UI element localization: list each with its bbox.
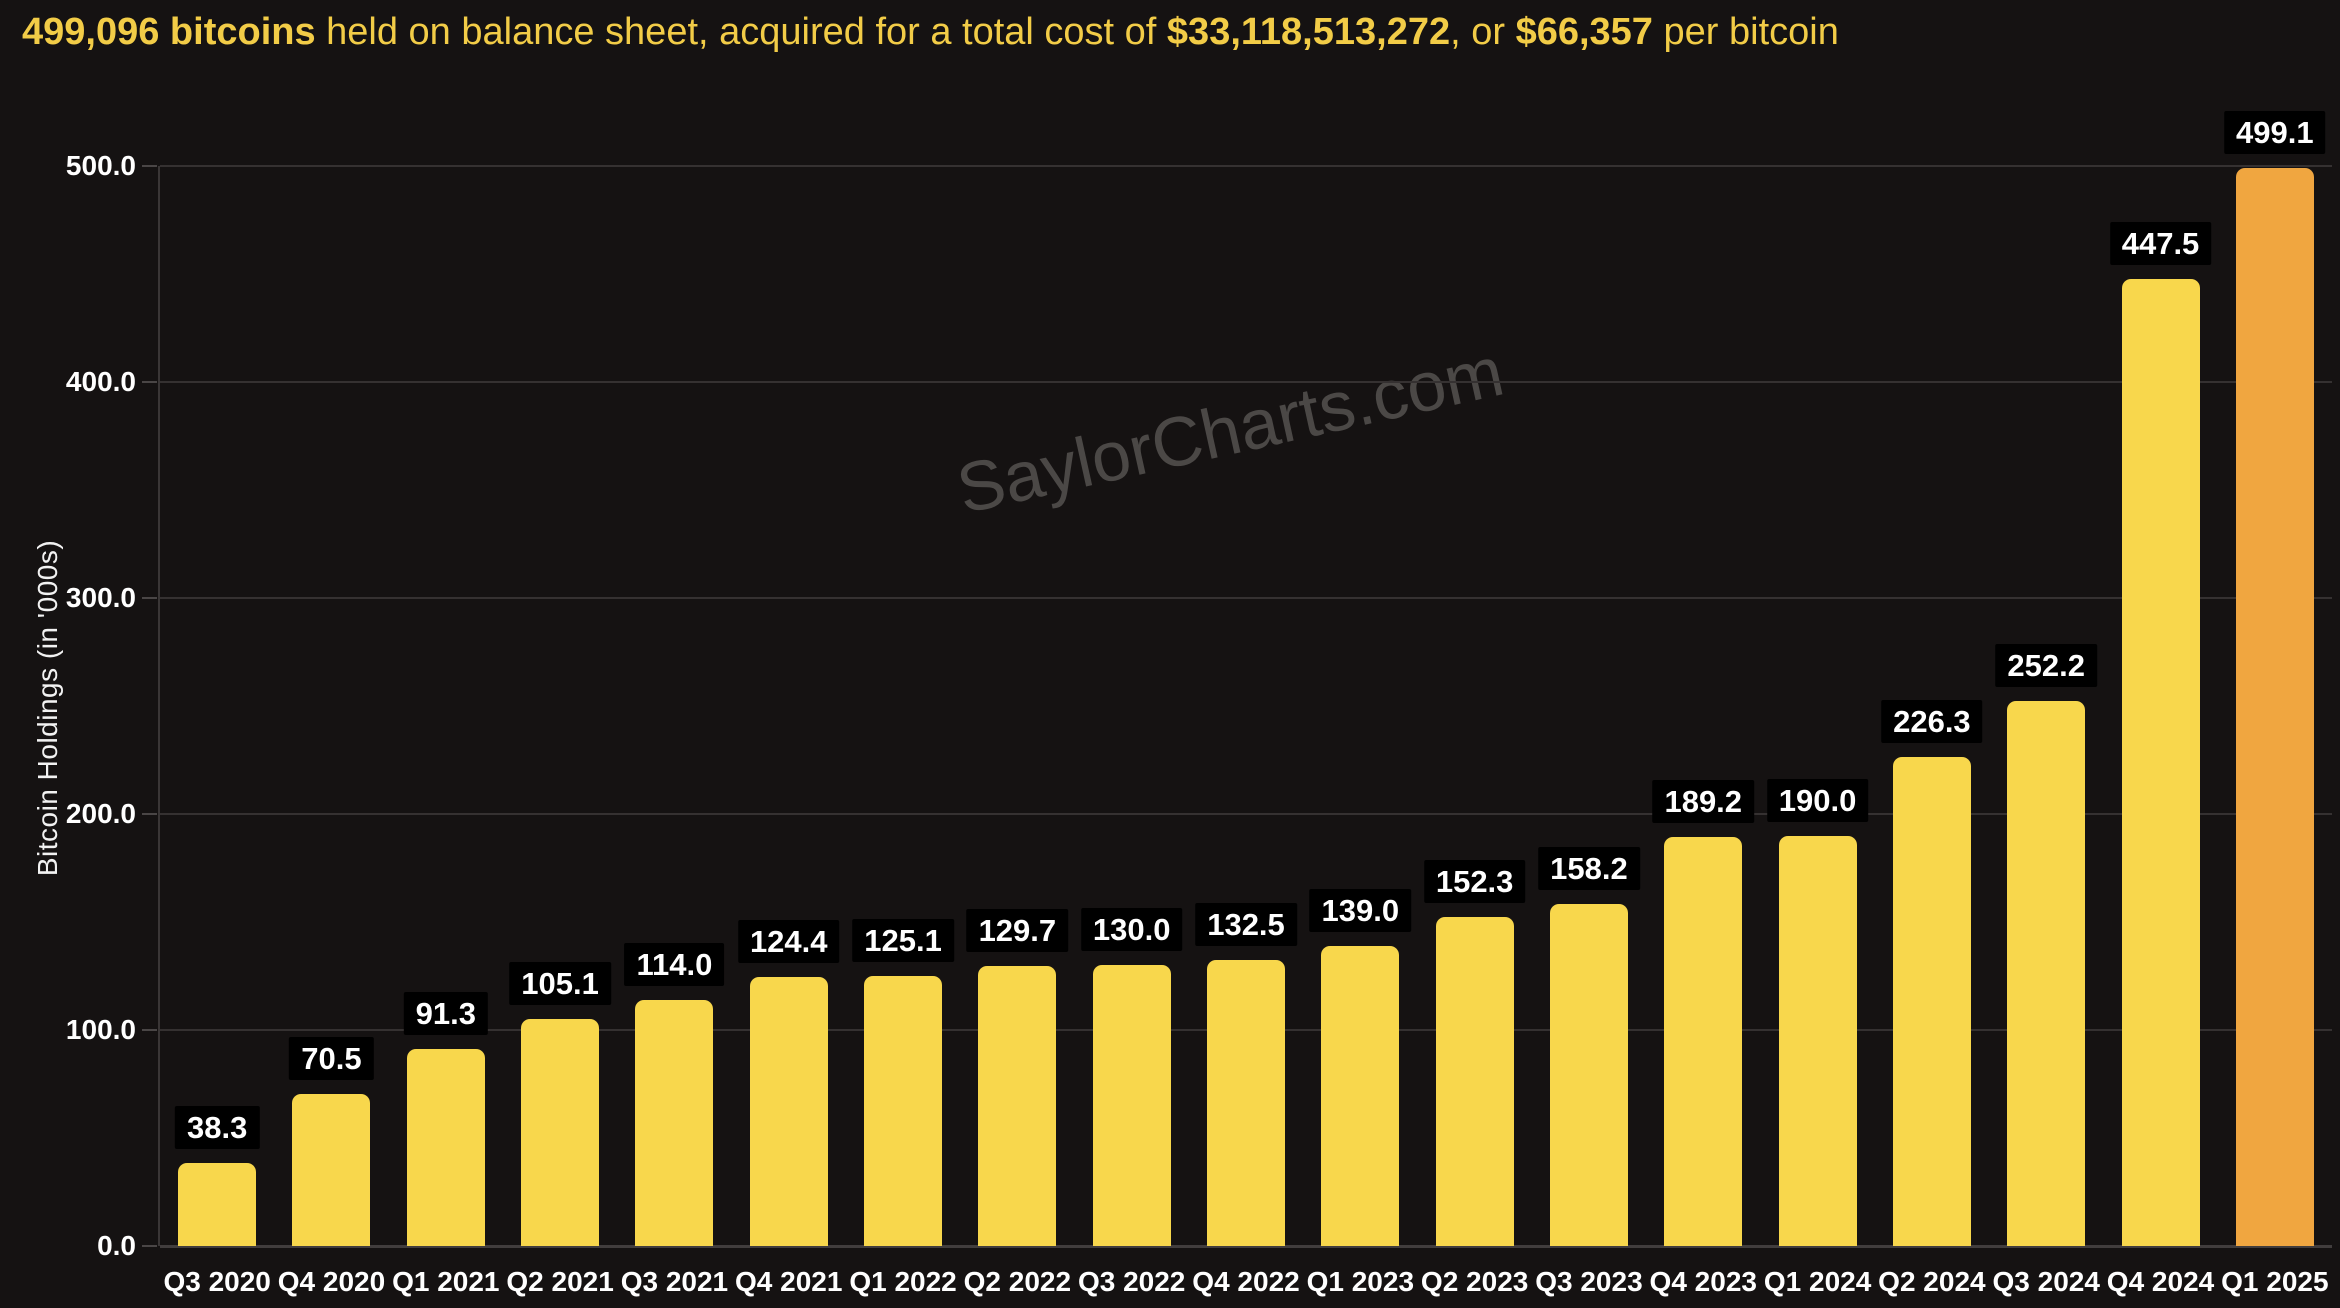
headline-text-2: , or xyxy=(1450,11,1516,53)
bar-value-label: 38.3 xyxy=(174,1106,260,1149)
headline-cost-per-bitcoin: $66,357 xyxy=(1515,11,1653,53)
bar xyxy=(178,1163,257,1246)
x-tick-label: Q3 2023 xyxy=(1535,1266,1643,1297)
bar xyxy=(1778,836,1857,1246)
y-tick-label: 300.0 xyxy=(65,582,136,613)
bar-value-label: 132.5 xyxy=(1195,903,1297,946)
bar xyxy=(292,1094,371,1246)
x-tick-label: Q4 2023 xyxy=(1649,1266,1757,1297)
bar-value-label: 499.1 xyxy=(2224,111,2326,154)
y-tick-mark xyxy=(142,381,157,383)
bar-value-label: 114.0 xyxy=(624,943,725,986)
headline-total-cost: $33,118,513,272 xyxy=(1166,11,1451,53)
bar xyxy=(2235,168,2314,1246)
bar-value-label: 129.7 xyxy=(966,909,1069,952)
x-tick-label: Q3 2022 xyxy=(1077,1266,1186,1297)
bar-value-label: 139.0 xyxy=(1309,889,1412,932)
bar-value-label: 124.4 xyxy=(737,920,840,963)
bar-value-label: 105.1 xyxy=(509,962,611,1005)
x-tick-label: Q1 2025 xyxy=(2221,1266,2329,1297)
y-tick-mark xyxy=(142,1245,157,1247)
x-tick-label: Q3 2021 xyxy=(620,1266,729,1297)
headline-text-3: per bitcoin xyxy=(1652,11,1839,53)
x-tick-label: Q1 2021 xyxy=(392,1266,500,1297)
x-tick-label: Q3 2020 xyxy=(163,1266,271,1297)
x-tick-label: Q2 2021 xyxy=(506,1266,614,1297)
bar xyxy=(1321,946,1400,1246)
bar xyxy=(864,976,943,1246)
bar-value-label: 447.5 xyxy=(2109,222,2212,265)
bar xyxy=(2121,279,2200,1246)
bar xyxy=(521,1019,600,1246)
y-tick-mark xyxy=(142,597,157,599)
bar-value-label: 152.3 xyxy=(1423,860,1526,903)
gridline xyxy=(160,165,2332,167)
x-tick-label: Q4 2024 xyxy=(2106,1266,2215,1297)
x-tick-label: Q4 2021 xyxy=(735,1266,843,1297)
bar-value-label: 70.5 xyxy=(289,1037,374,1080)
bar-value-label: 158.2 xyxy=(1538,847,1640,890)
x-tick-label: Q1 2024 xyxy=(1763,1266,1872,1297)
bar xyxy=(406,1049,485,1246)
watermark: SaylorCharts.com xyxy=(950,331,1511,529)
x-tick-label: Q2 2023 xyxy=(1420,1266,1529,1297)
bar xyxy=(635,1000,714,1246)
y-axis-title: Bitcoin Holdings (in '000s) xyxy=(32,539,63,877)
bar xyxy=(749,977,828,1246)
headline-text-1: held on balance sheet, acquired for a to… xyxy=(315,11,1167,53)
y-tick-label: 400.0 xyxy=(65,366,136,397)
x-tick-label: Q4 2020 xyxy=(277,1266,386,1297)
gridline xyxy=(160,597,2332,599)
bar-value-label: 91.3 xyxy=(403,992,488,1035)
bar-value-label: 189.2 xyxy=(1652,780,1755,823)
headline-total-bitcoins: 499,096 bitcoins xyxy=(22,11,316,53)
x-tick-label: Q3 2024 xyxy=(1992,1266,2100,1297)
bar xyxy=(978,966,1057,1246)
bar-value-label: 226.3 xyxy=(1881,700,1983,743)
bar xyxy=(1892,757,1971,1246)
y-axis-line xyxy=(158,166,160,1246)
y-tick-mark xyxy=(142,165,157,167)
x-tick-label: Q1 2023 xyxy=(1306,1266,1415,1297)
x-tick-label: Q2 2024 xyxy=(1878,1266,1986,1297)
y-tick-label: 0.0 xyxy=(97,1230,136,1261)
y-tick-label: 100.0 xyxy=(65,1014,136,1045)
chart-headline: 499,096 bitcoins held on balance sheet, … xyxy=(22,8,1839,56)
bar-value-label: 190.0 xyxy=(1766,779,1869,822)
bar xyxy=(1092,965,1171,1246)
gridline xyxy=(160,381,2332,383)
y-tick-label: 500.0 xyxy=(65,150,136,181)
gridline xyxy=(160,813,2332,815)
bar xyxy=(1435,917,1514,1246)
y-tick-label: 200.0 xyxy=(65,798,136,829)
bar xyxy=(2007,701,2086,1246)
bar-value-label: 125.1 xyxy=(852,919,954,962)
y-tick-mark xyxy=(142,1029,157,1031)
bar-value-label: 130.0 xyxy=(1080,908,1183,951)
y-tick-mark xyxy=(142,813,157,815)
x-axis-baseline xyxy=(160,1245,2332,1248)
bar xyxy=(1549,904,1628,1246)
x-tick-label: Q1 2022 xyxy=(849,1266,957,1297)
x-tick-label: Q4 2022 xyxy=(1192,1266,1300,1297)
x-tick-label: Q2 2022 xyxy=(963,1266,1072,1297)
bar xyxy=(1207,960,1285,1246)
bar xyxy=(1664,837,1743,1246)
bar-value-label: 252.2 xyxy=(1995,644,2097,687)
